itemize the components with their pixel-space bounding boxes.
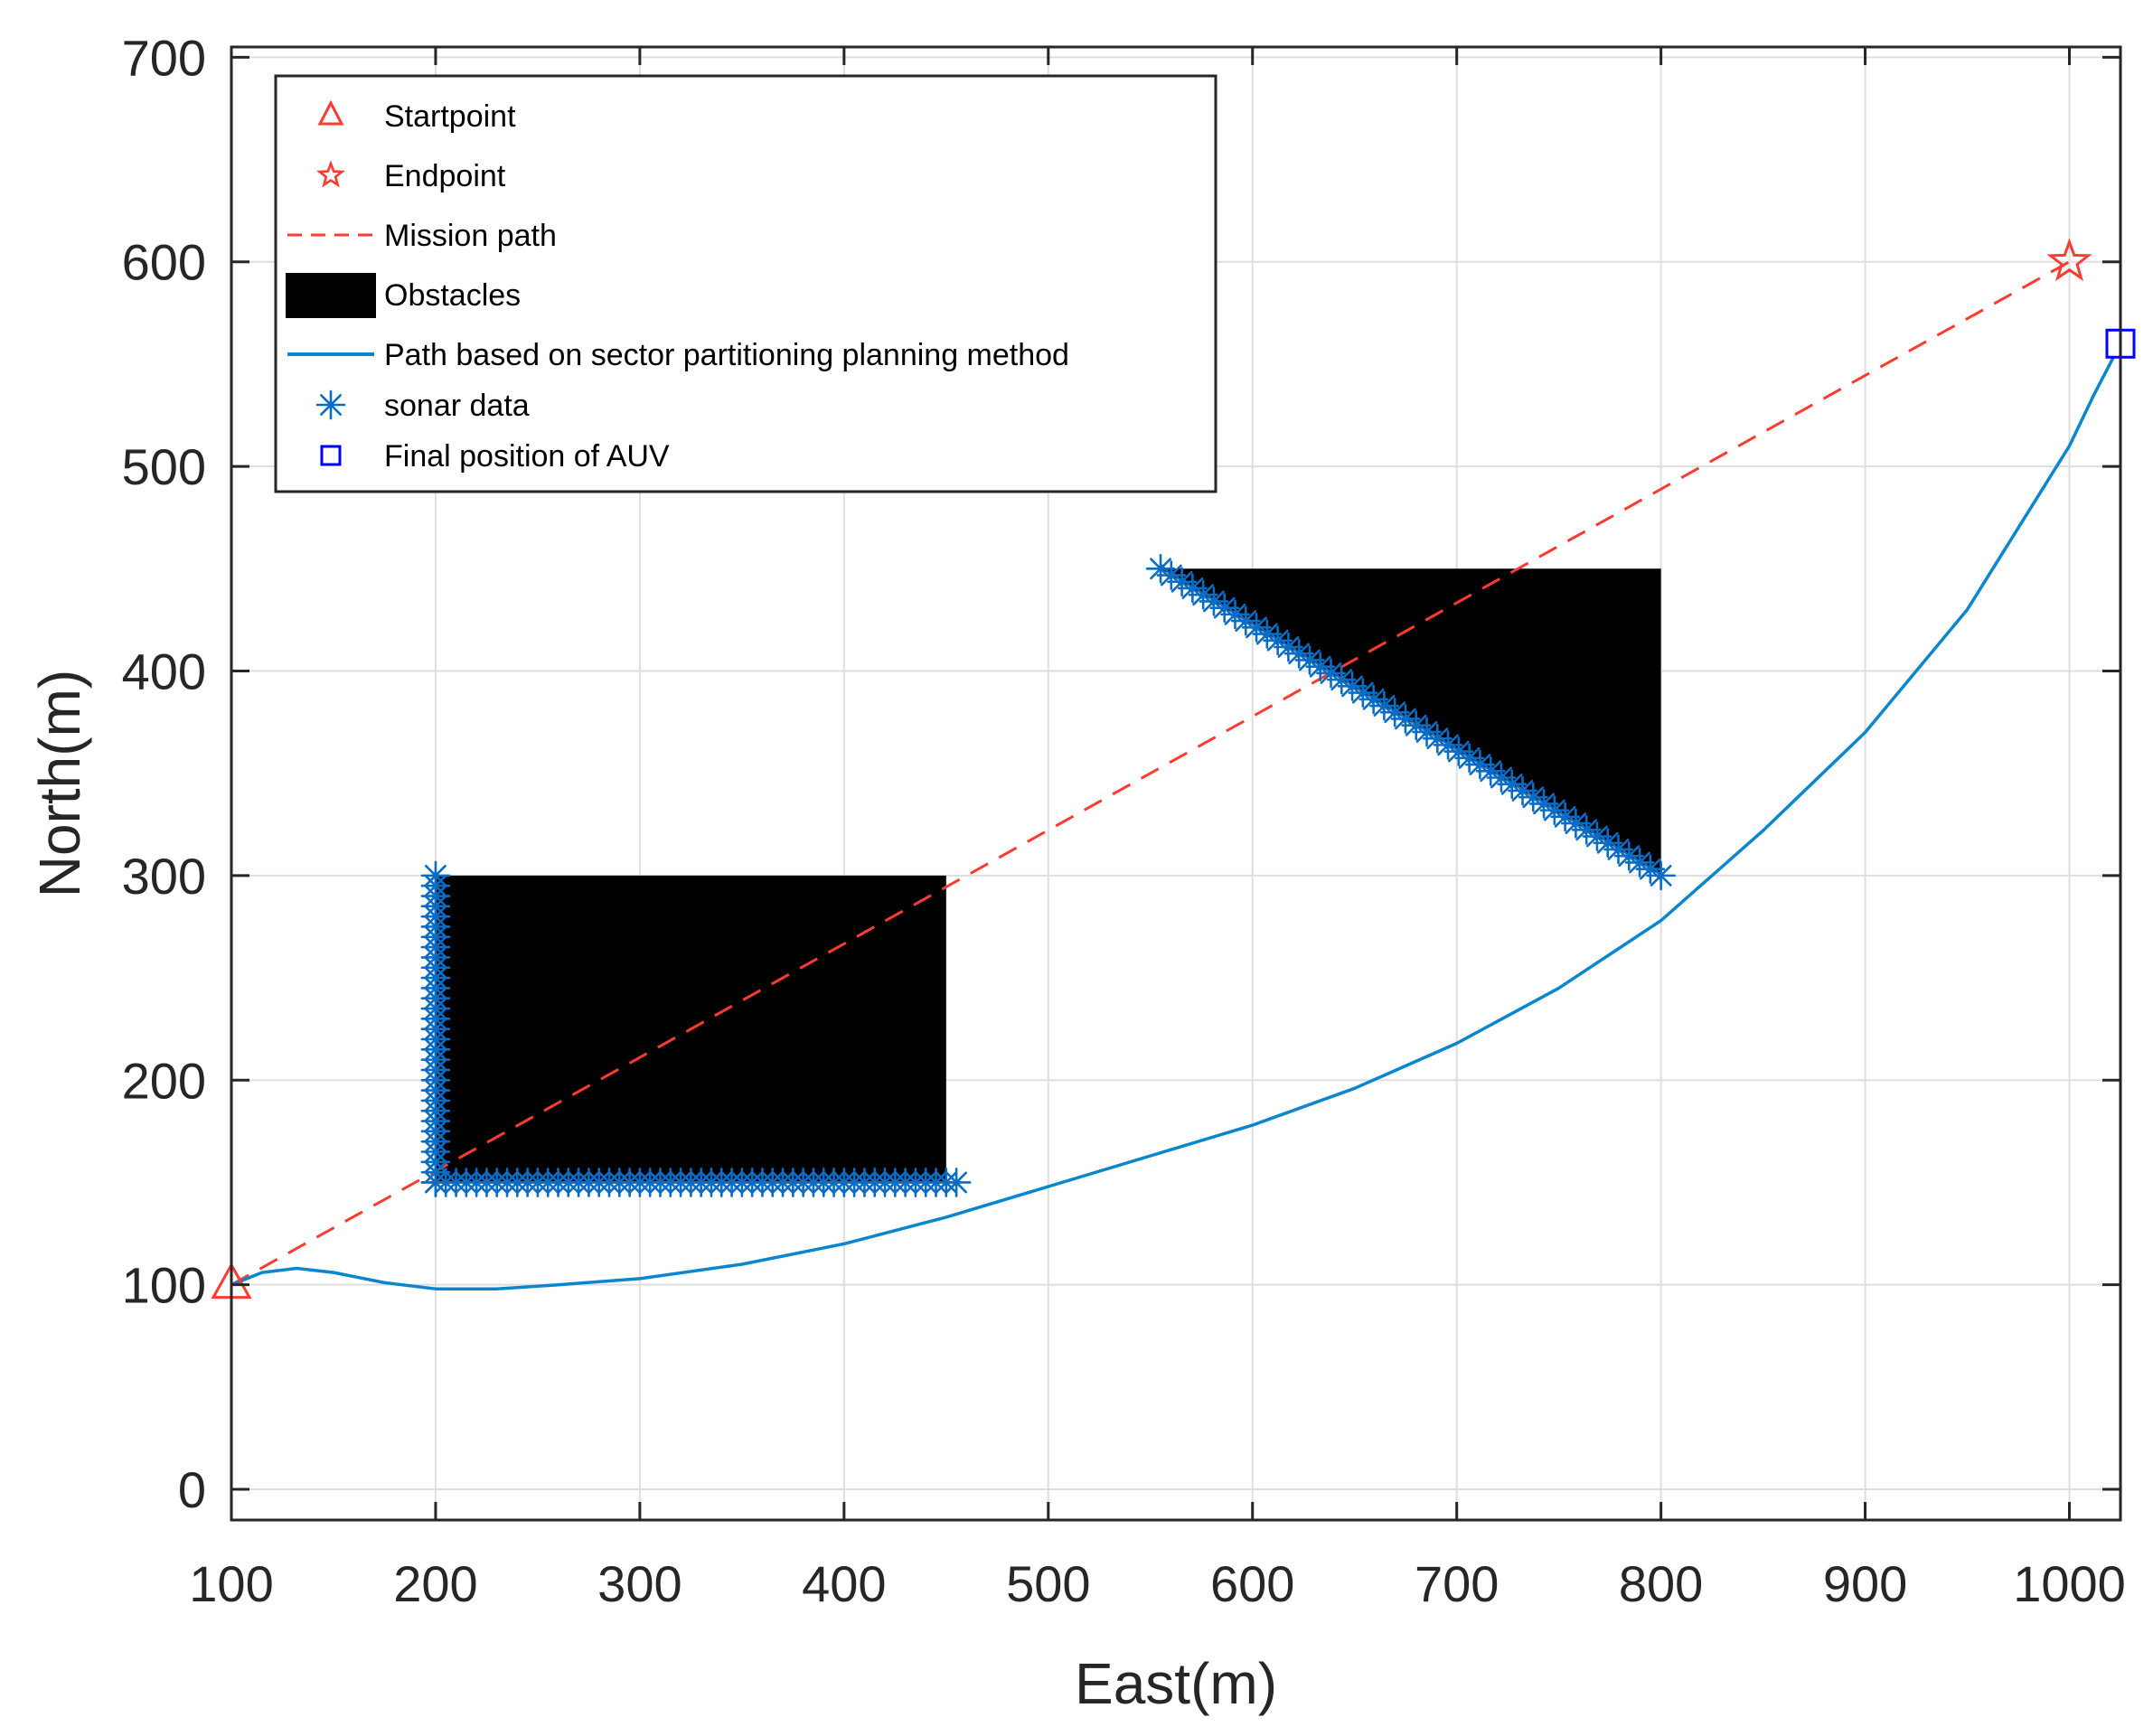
- legend: Startpoint Endpoint Mission path Obstacles P…: [274, 74, 1218, 493]
- sonar-point: [1263, 625, 1293, 656]
- legend-label: sonar data: [384, 389, 530, 423]
- legend-item-obstacle: Obstacles: [286, 273, 521, 318]
- y-tick-label: 500: [122, 438, 206, 495]
- sonar-point: [1497, 769, 1528, 800]
- legend-item-final: Final position of AUV: [320, 439, 670, 474]
- x-tick-labels: 100 200 300 400 500 600 700 800 900 1000: [189, 1555, 2126, 1612]
- sonar-point: [1646, 860, 1676, 891]
- mission-path-layer: [230, 260, 2071, 1286]
- legend-item-end: Endpoint: [316, 159, 506, 193]
- legend-box: [274, 74, 1218, 493]
- x-tick-label: 200: [393, 1555, 477, 1612]
- y-tick-label: 300: [122, 848, 206, 905]
- legend-final-position-icon: [320, 445, 342, 466]
- mission-path-line: [230, 260, 2071, 1286]
- x-tick-label: 900: [1823, 1555, 1907, 1612]
- y-tick-label: 700: [122, 29, 206, 86]
- x-tick-label: 400: [802, 1555, 886, 1612]
- sonar-point: [1571, 814, 1602, 845]
- x-tick-label: 600: [1210, 1555, 1294, 1612]
- y-tick-label: 100: [122, 1257, 206, 1314]
- x-tick-label: 1000: [2013, 1555, 2126, 1612]
- sonar-point: [1539, 795, 1570, 825]
- legend-label: Final position of AUV: [384, 439, 670, 474]
- sonar-point: [420, 860, 451, 891]
- legend-label: Endpoint: [384, 159, 506, 193]
- y-tick-labels: 0 100 200 300 400 500 600 700: [122, 29, 206, 1518]
- x-tick-label: 800: [1619, 1555, 1703, 1612]
- legend-item-sonar: sonar data: [315, 389, 530, 423]
- x-tick-label: 100: [189, 1555, 273, 1612]
- sonar-point: [1401, 710, 1432, 740]
- plot-frame: [230, 45, 2122, 1522]
- legend-startpoint-icon: [317, 99, 344, 126]
- x-tick-label: 300: [597, 1555, 682, 1612]
- y-tick-label: 0: [178, 1461, 206, 1518]
- x-tick-label: 500: [1006, 1555, 1090, 1612]
- end-point-marker: [2046, 238, 2092, 282]
- sonar-point: [1528, 789, 1559, 819]
- sonar-layer: [420, 553, 1676, 1197]
- legend-sonar-icon: [315, 389, 346, 420]
- sonar-point: [941, 1168, 972, 1197]
- legend-item-path: Path based on sector partitioning planni…: [287, 338, 1069, 372]
- x-axis-label: East(m): [1075, 1651, 1277, 1716]
- legend-label: Path based on sector partitioning planni…: [384, 338, 1069, 372]
- y-tick-label: 600: [122, 234, 206, 291]
- planned-path-layer: [230, 343, 2122, 1290]
- legend-item-start: Startpoint: [317, 99, 516, 134]
- y-tick-label: 200: [122, 1052, 206, 1109]
- y-tick-label: 400: [122, 643, 206, 699]
- legend-label: Mission path: [384, 219, 557, 253]
- sonar-point: [1390, 704, 1421, 734]
- legend-obstacle-icon: [286, 273, 376, 318]
- y-axis-label: North(m): [27, 670, 92, 897]
- tick-marks: [230, 47, 2120, 1520]
- legend-endpoint-icon: [316, 160, 345, 188]
- sonar-point: [1220, 599, 1250, 630]
- legend-label: Startpoint: [384, 99, 516, 134]
- x-tick-label: 700: [1415, 1555, 1499, 1612]
- planned-path-line: [230, 343, 2122, 1290]
- sonar-point: [1167, 567, 1197, 597]
- sonar-point: [1593, 828, 1623, 859]
- legend-item-mission: Mission path: [287, 219, 557, 253]
- legend-label: Obstacles: [384, 278, 521, 313]
- sonar-point: [1294, 645, 1325, 675]
